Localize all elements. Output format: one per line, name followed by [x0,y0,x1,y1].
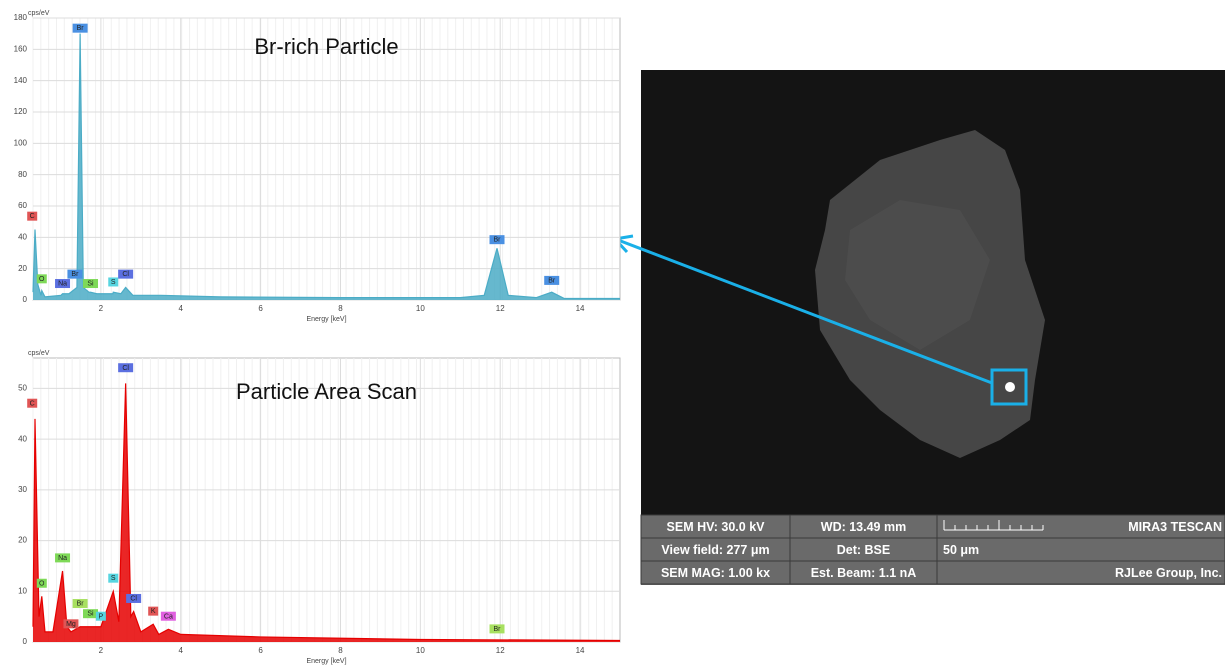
y-tick-label: 180 [14,13,28,22]
info-text: RJLee Group, Inc. [1115,566,1222,580]
info-text: WD: 13.49 mm [821,520,906,534]
x-tick-label: 6 [258,646,263,655]
peak-label: S [111,279,116,286]
peak-label: Si [87,611,94,618]
x-tick-label: 12 [496,304,505,313]
info-text: SEM MAG: 1.00 kx [661,566,770,580]
x-tick-label: 2 [99,646,104,655]
peak-label: K [151,608,156,615]
y-tick-label: 120 [14,107,28,116]
y-tick-label: 100 [14,138,28,147]
x-tick-label: 6 [258,304,263,313]
x-tick-label: 8 [338,304,343,313]
x-tick-label: 4 [179,646,184,655]
peak-label: Ca [164,613,173,620]
peak-label: Br [494,626,502,633]
peak-label: Na [58,555,67,562]
y-tick-label: 80 [18,170,27,179]
peak-label: Cl [122,365,129,372]
y-tick-label: 50 [18,384,27,393]
y-tick-label: 0 [23,637,28,646]
info-text: SEM HV: 30.0 kV [667,520,766,534]
x-tick-label: 8 [338,646,343,655]
x-tick-label: 12 [496,646,505,655]
y-tick-label: 0 [23,295,28,304]
y-tick-label: 60 [18,201,27,210]
peak-label: P [99,613,104,620]
plot-area [33,18,620,300]
peak-label: Mg [66,621,76,628]
chart-title: Particle Area Scan [236,379,417,404]
x-tick-label: 14 [576,304,585,313]
figure: SEM HV: 30.0 kV WD: 13.49 mm MIRA3 TESCAN V… [0,0,1225,667]
peak-label: Cl [130,596,137,603]
y-tick-label: 40 [18,434,27,443]
y-tick-label: 10 [18,586,27,595]
peak-label: Br [77,601,85,608]
peak-label: Na [58,281,67,288]
peak-label: S [111,575,116,582]
x-tick-label: 10 [416,304,425,313]
peak-label: Br [548,277,556,284]
peak-label: C [30,400,35,407]
info-text: Est. Beam: 1.1 nA [811,566,917,580]
y-axis-label: cps/eV [28,10,50,17]
x-tick-label: 2 [99,304,104,313]
info-bar: SEM HV: 30.0 kV WD: 13.49 mm MIRA3 TESCAN V… [641,515,1225,585]
peak-label: Br [494,237,502,244]
info-text: MIRA3 TESCAN [1128,520,1222,534]
peak-label: O [39,276,45,283]
peak-label: Br [71,271,79,278]
chart-title: Br-rich Particle [254,34,398,59]
y-tick-label: 140 [14,76,28,85]
peak-label: Si [87,281,94,288]
y-tick-label: 160 [14,44,28,53]
x-tick-label: 10 [416,646,425,655]
y-tick-label: 20 [18,264,27,273]
info-text: Det: BSE [837,543,890,557]
peak-label: Br [77,25,85,32]
peak-label: O [39,580,45,587]
y-tick-label: 30 [18,485,27,494]
info-text: View field: 277 μm [661,543,769,557]
info-text: 50 μm [943,543,979,557]
y-axis-label: cps/eV [28,350,50,357]
x-axis-label: Energy [keV] [306,658,346,665]
x-axis-label: Energy [keV] [306,316,346,323]
x-tick-label: 4 [179,304,184,313]
x-tick-label: 14 [576,646,585,655]
y-tick-label: 40 [18,232,27,241]
peak-label: Cl [122,271,129,278]
y-tick-label: 20 [18,536,27,545]
br-particle [1005,382,1015,392]
peak-label: C [30,213,35,220]
